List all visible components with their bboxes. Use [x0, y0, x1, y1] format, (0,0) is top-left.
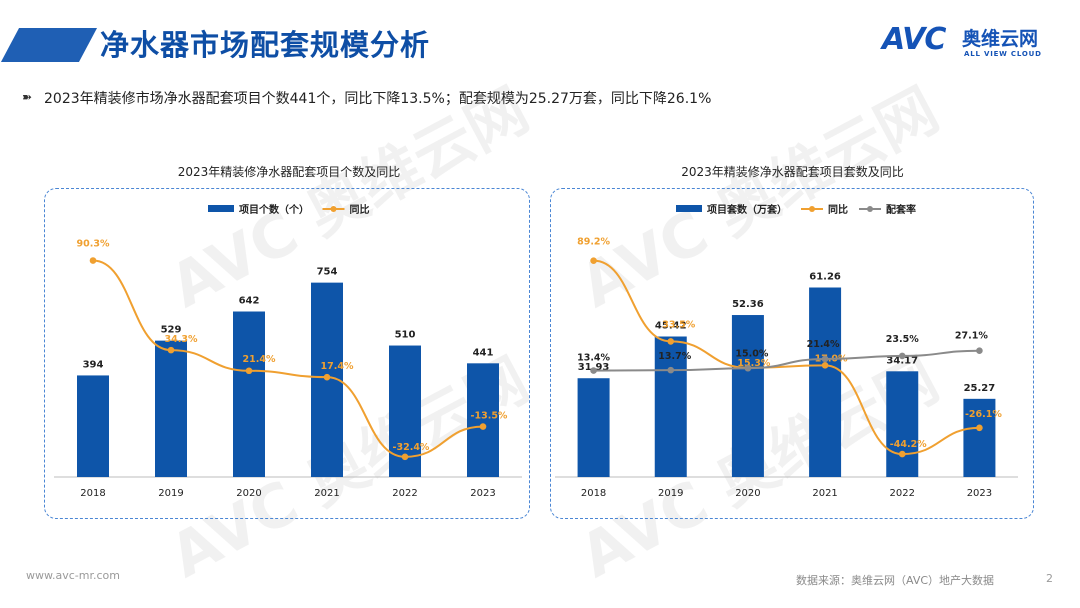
logo-en-name: ALL VIEW CLOUD: [964, 50, 1042, 58]
bar: [731, 315, 764, 477]
bar: [963, 398, 996, 477]
yoy-point: [667, 338, 675, 345]
yoy-point: [479, 423, 487, 430]
yoy-point: [167, 346, 175, 354]
bar: [577, 378, 610, 477]
yoy-point: [976, 424, 983, 432]
yoy-value-label: 90.3%: [77, 239, 110, 250]
ratio-point: [898, 352, 906, 360]
ratio-value-label: 13.7%: [658, 351, 691, 362]
legend-swatch-marker: [330, 206, 337, 212]
yoy-point: [898, 450, 906, 458]
category-label: 2018: [581, 488, 606, 499]
ratio-value-label: 27.1%: [955, 331, 988, 342]
ratio-point: [667, 366, 675, 374]
category-label: 2018: [80, 488, 105, 499]
logo-brand: AVC: [882, 22, 946, 57]
bar-value-label: 529: [161, 325, 182, 336]
summary-bullet: 2023年精装修市场净水器配套项目个数441个，同比下降13.5%；配套规模为2…: [44, 91, 712, 107]
ratio-value-label: 15.0%: [735, 348, 768, 359]
bar: [467, 363, 499, 477]
category-label: 2021: [314, 488, 339, 499]
double-arrow-icon: ➽: [22, 90, 33, 104]
legend-label: 项目套数（万套）: [707, 203, 787, 216]
yoy-point: [401, 453, 409, 461]
avc-logo: AVC 奥维云网 ALL VIEW CLOUD: [882, 22, 1052, 64]
legend-label: 同比: [350, 203, 370, 216]
yoy-point: [821, 362, 829, 369]
bar-value-label: 25.27: [964, 383, 996, 394]
chart2-svg: 项目套数（万套）同比配套率31.9345.4252.3661.2634.1725…: [555, 203, 1018, 499]
yoy-value-label: 17.4%: [321, 361, 354, 372]
bar-value-label: 394: [83, 359, 104, 370]
yoy-value-label: 15.3%: [737, 358, 770, 369]
yoy-point: [89, 257, 97, 264]
page-number: 2: [1046, 572, 1053, 585]
ratio-line: [593, 349, 980, 372]
chart1-panel: [44, 188, 530, 519]
bar: [233, 311, 265, 477]
yoy-point: [323, 373, 331, 381]
page-title: 净水器市场配套规模分析: [100, 28, 431, 62]
category-label: 2022: [392, 488, 417, 499]
yoy-value-label: -13.5%: [471, 411, 508, 422]
yoy-value-label: -32.4%: [393, 442, 430, 453]
bar: [654, 336, 687, 477]
yoy-value-label: 21.4%: [243, 354, 276, 365]
legend-swatch-bar: [676, 205, 702, 212]
bar-value-label: 510: [395, 330, 416, 341]
category-label: 2023: [967, 488, 992, 499]
category-label: 2023: [470, 488, 495, 499]
yoy-point: [245, 367, 253, 375]
yoy-value-label: 33.5%: [662, 319, 695, 330]
bar-value-label: 754: [317, 267, 338, 278]
ratio-value-label: 23.5%: [886, 334, 919, 345]
bar-value-label: 642: [239, 296, 260, 307]
title-decoration-bar: [0, 28, 98, 62]
logo-cn-name: 奥维云网: [962, 28, 1039, 50]
ratio-point: [821, 355, 829, 363]
ratio-value-label: 13.4%: [577, 353, 610, 364]
yoy-value-label: 34.3%: [165, 334, 198, 345]
footer-source: 数据来源：奥维云网（AVC）地产大数据: [796, 574, 995, 587]
chart1-title: 2023年精装修净水器配套项目个数及同比: [177, 165, 401, 179]
legend-label: 同比: [828, 203, 848, 216]
category-label: 2020: [735, 488, 760, 499]
category-label: 2022: [890, 488, 915, 499]
legend-swatch-marker: [867, 206, 873, 212]
ratio-point: [590, 367, 597, 374]
yoy-value-label: -44.2%: [890, 439, 927, 450]
bar-value-label: 61.26: [809, 272, 841, 283]
chart1-svg: 项目个数（个） 同比 394 529 642 754 510 441 2018 2019 2020 2…: [54, 203, 522, 499]
footer-website[interactable]: www.avc-mr.com: [26, 569, 120, 582]
bar-value-label: 45.42: [655, 321, 687, 332]
ratio-point: [744, 364, 752, 372]
category-label: 2019: [658, 488, 683, 499]
yoy-line: [593, 259, 980, 456]
bar-value-label: 52.36: [732, 299, 764, 310]
category-label: 2019: [158, 488, 183, 499]
legend-swatch-marker: [809, 206, 815, 212]
ratio-point: [976, 347, 983, 355]
yoy-value-label: -26.1%: [965, 409, 1002, 420]
legend-label: 配套率: [886, 203, 916, 216]
category-label: 2020: [236, 488, 261, 499]
bar: [77, 375, 109, 477]
chart2-panel: [550, 188, 1034, 519]
bar: [155, 340, 187, 477]
bar-value-label: 441: [473, 347, 494, 358]
category-label: 2021: [812, 488, 837, 499]
yoy-value-label: 89.2%: [577, 237, 610, 248]
bar: [886, 371, 919, 477]
chart2-title: 2023年精装修净水器配套项目套数及同比: [681, 165, 904, 179]
yoy-line: [92, 259, 484, 458]
ratio-value-label: 21.4%: [807, 339, 840, 350]
bar-value-label: 34.17: [886, 355, 918, 366]
legend-label: 项目个数（个）: [239, 203, 309, 216]
yoy-point: [590, 257, 597, 264]
bar: [809, 287, 842, 477]
legend-swatch-bar: [208, 205, 234, 212]
